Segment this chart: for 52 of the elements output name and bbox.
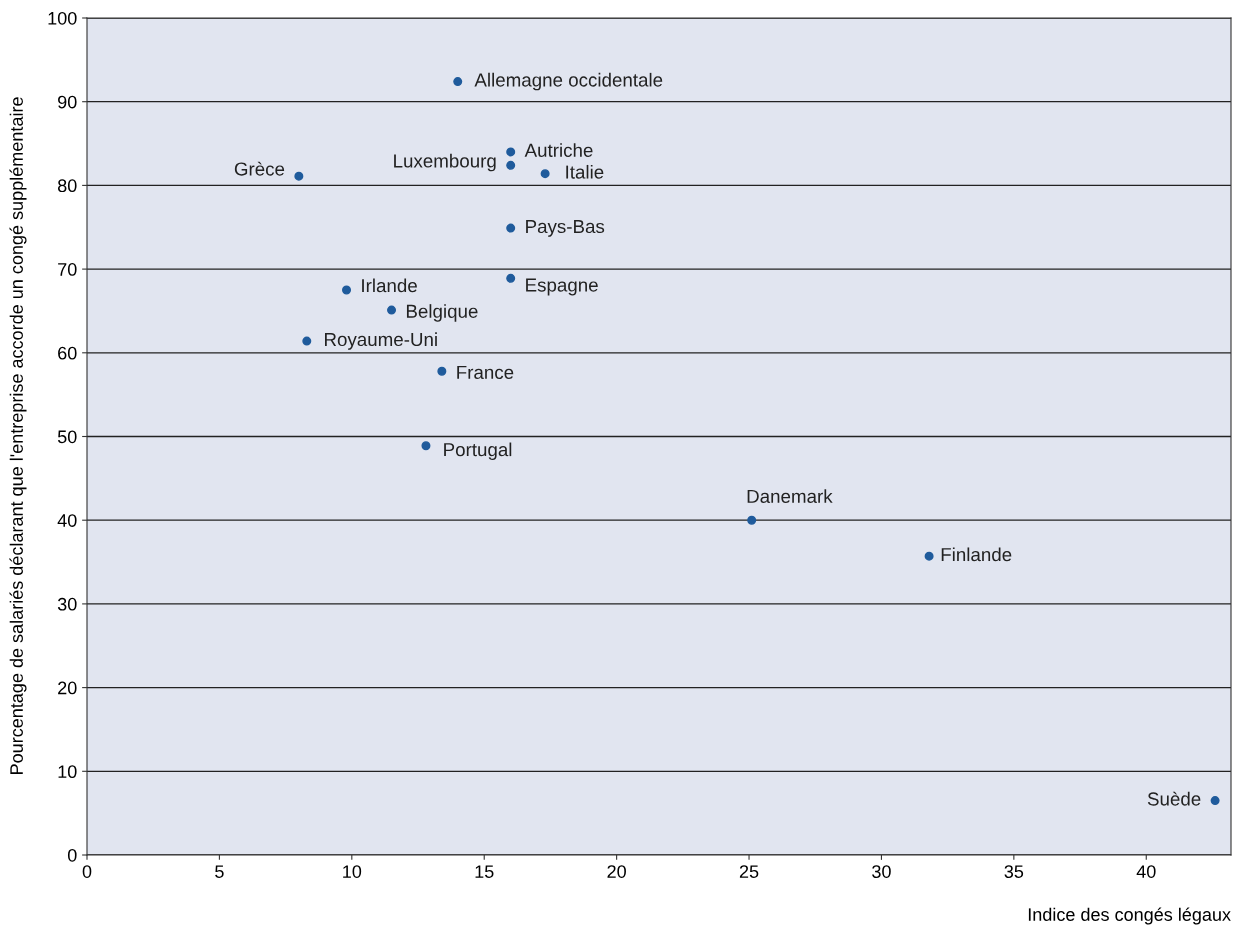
annotation: Pays-Bas [526, 220, 605, 237]
x-tick-label: 10 [343, 865, 362, 878]
y-tick-label: 50 [57, 430, 77, 444]
annotation: Portugal [444, 442, 512, 460]
point [506, 223, 516, 233]
point [421, 441, 431, 451]
x-tick-label: 25 [739, 865, 759, 878]
annotation: Belgique [406, 304, 478, 322]
point [302, 336, 312, 346]
annotation: Royaume-Uni [325, 332, 437, 350]
x-axis-title: Indice des congés légaux [1028, 907, 1231, 925]
point [1210, 796, 1220, 806]
annotation: Allemagne occidentale [474, 72, 663, 91]
y-tick-label: 60 [58, 346, 77, 360]
point [506, 160, 516, 170]
point [453, 77, 463, 87]
annotation: France [457, 365, 514, 380]
y-axis-title: Pourcentage de salariés déclarant que l'entreprise accorde un congé supplémentaire [9, 97, 27, 774]
x-tick-label: 40 [1136, 865, 1156, 878]
y-tick-label: 100 [48, 11, 77, 25]
point [342, 285, 352, 295]
point [506, 147, 516, 157]
y-tick-label: 90 [58, 95, 77, 109]
annotation: Finlande [941, 547, 1012, 562]
annotation: Grèce [234, 161, 285, 176]
annotation: Luxembourg [394, 153, 496, 172]
y-tick-label: 70 [58, 263, 77, 276]
point [387, 305, 397, 315]
point [924, 551, 934, 561]
point [294, 171, 304, 181]
x-tick-label: 20 [607, 865, 626, 878]
point [506, 273, 516, 283]
annotation: Suède [1147, 791, 1201, 806]
x-tick-label: 0 [82, 865, 92, 878]
annotation: Irlande [362, 278, 417, 293]
y-tick-label: 80 [57, 179, 77, 193]
point [540, 169, 550, 179]
y-tick-label: 10 [58, 765, 77, 779]
x-tick-label: 5 [215, 865, 224, 878]
x-tick-label: 15 [475, 865, 494, 878]
annotation: Espagne [526, 278, 598, 296]
annotation: Italie [566, 164, 604, 179]
y-tick-label: 40 [57, 514, 77, 527]
y-tick-label: 0 [67, 848, 77, 862]
point [747, 515, 757, 525]
point [437, 366, 447, 376]
y-tick-label: 30 [57, 597, 77, 611]
annotation: Autriche [524, 143, 593, 157]
x-tick-label: 30 [872, 865, 891, 878]
y-tick-label: 20 [58, 681, 77, 695]
annotation: Danemark [747, 489, 833, 504]
x-tick-label: 35 [1004, 865, 1024, 878]
